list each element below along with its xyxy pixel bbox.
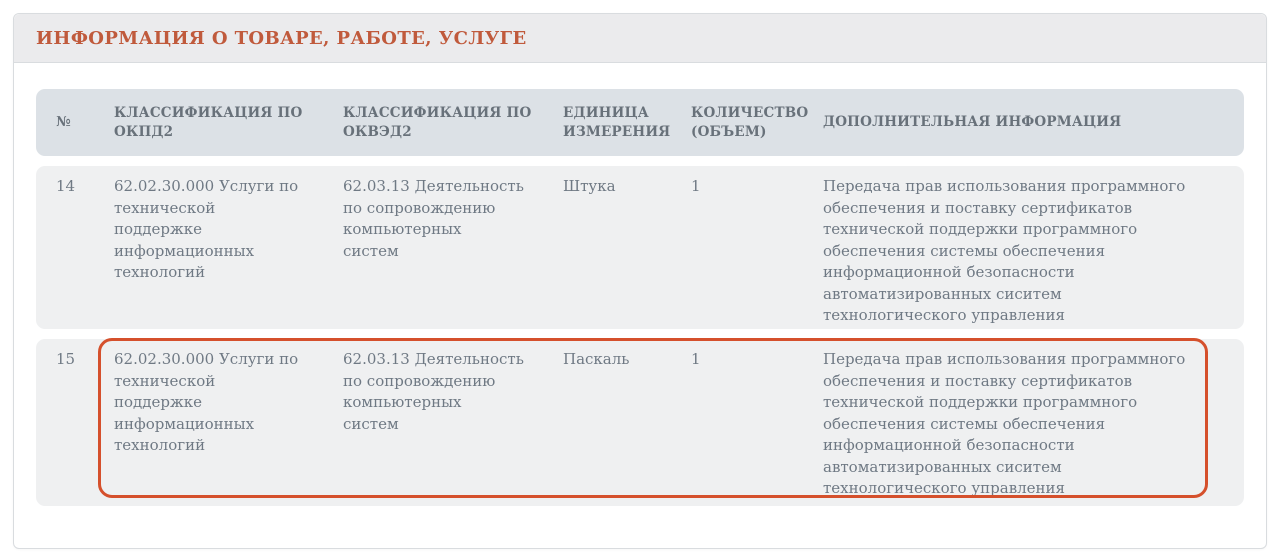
table-row-14: 14 62.02.30.000 Услуги по технической по… (36, 166, 1244, 329)
cell-okved2: 62.03.13 Деятельность по сопровождению к… (343, 177, 524, 260)
table-row-15: 15 62.02.30.000 Услуги по технической по… (36, 339, 1244, 506)
cell-okved2: 62.03.13 Деятельность по сопровождению к… (343, 350, 524, 433)
cell-unit: Паскаль (563, 350, 630, 368)
cell-unit: Штука (563, 177, 616, 195)
cell-number: 15 (56, 350, 76, 368)
cell-number: 14 (56, 177, 76, 195)
cell-okpd2: 62.02.30.000 Услуги по технической подде… (114, 177, 299, 281)
column-header-okved2: КЛАССИФИКАЦИЯ ПО ОКВЭД2 (343, 104, 532, 140)
product-info-panel: ИНФОРМАЦИЯ О ТОВАРЕ, РАБОТЕ, УСЛУГЕ № КЛ… (13, 13, 1267, 549)
table-header-row: № КЛАССИФИКАЦИЯ ПО ОКПД2 КЛАССИФИКАЦИЯ П… (36, 89, 1244, 156)
cell-quantity: 1 (691, 350, 701, 368)
panel-header: ИНФОРМАЦИЯ О ТОВАРЕ, РАБОТЕ, УСЛУГЕ (14, 14, 1266, 63)
cell-quantity: 1 (691, 177, 701, 195)
panel-title: ИНФОРМАЦИЯ О ТОВАРЕ, РАБОТЕ, УСЛУГЕ (36, 27, 527, 49)
cell-additional-info: Передача прав использования программного… (823, 177, 1186, 324)
column-header-unit: ЕДИНИЦА ИЗМЕРЕНИЯ (563, 104, 671, 140)
cell-okpd2: 62.02.30.000 Услуги по технической подде… (114, 350, 299, 454)
column-header-additional-info: ДОПОЛНИТЕЛЬНАЯ ИНФОРМАЦИЯ (823, 114, 1122, 130)
cell-additional-info: Передача прав использования программного… (823, 350, 1186, 497)
products-table: № КЛАССИФИКАЦИЯ ПО ОКПД2 КЛАССИФИКАЦИЯ П… (36, 89, 1244, 516)
column-header-quantity: КОЛИЧЕСТВО (ОБЪЕМ) (691, 104, 809, 140)
column-header-number: № (56, 114, 71, 130)
column-header-okpd2: КЛАССИФИКАЦИЯ ПО ОКПД2 (114, 104, 303, 140)
